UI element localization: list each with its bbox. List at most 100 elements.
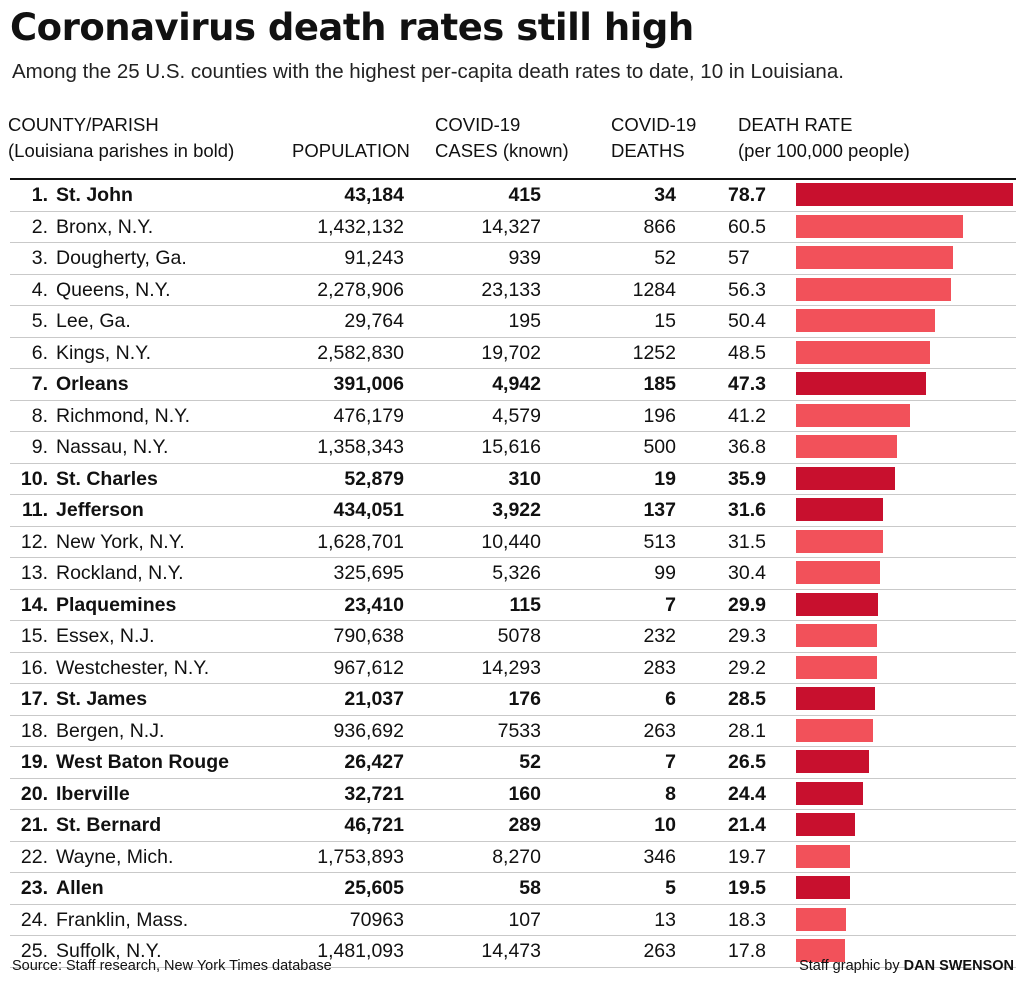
death-rate-label: 31.5	[728, 530, 766, 553]
rank-label: 8.	[31, 404, 48, 427]
rank-label: 16.	[20, 656, 48, 679]
deaths-cell: 10	[654, 814, 676, 836]
deaths-cell: 6	[665, 688, 676, 710]
credit-prefix: Staff graphic by	[799, 958, 904, 974]
rank-label: 5.	[31, 310, 48, 332]
rank-label: 7.	[31, 373, 48, 395]
table-row: 19. West Baton Rouge 26,427 52 7 26.5	[10, 747, 1016, 779]
table-row: 25. Suffolk, N.Y. 1,481,093 14,473 263 17.8	[10, 936, 1016, 968]
table-row: 10. St. Charles 52,879 310 19 35.9	[10, 464, 1016, 495]
county-cell: 2. Bronx, N.Y.	[18, 216, 153, 239]
population-cell: 91,243	[344, 247, 404, 269]
death-rate-table: 1. St. John 43,184 415 34 78.7 2. Bronx, N.Y. 1,…	[10, 178, 1016, 968]
county-name: Westchester, N.Y.	[56, 656, 210, 679]
cases-cell: 14,473	[481, 940, 541, 962]
deaths-cell: 1284	[632, 278, 676, 301]
population-cell: 967,612	[333, 656, 405, 679]
death-rate-label: 26.5	[728, 751, 766, 773]
cases-cell: 14,327	[481, 215, 541, 238]
deaths-cell: 500	[643, 436, 676, 458]
death-rate-bar	[796, 781, 863, 805]
death-rate-label: 31.6	[728, 499, 766, 521]
death-rate-label: 78.7	[728, 184, 766, 206]
cases-cell: 14,293	[481, 656, 541, 679]
county-cell: 9. Nassau, N.Y.	[18, 436, 169, 459]
county-cell: 19. West Baton Rouge	[18, 751, 229, 774]
death-rate-bar	[796, 214, 963, 238]
death-rate-label: 30.4	[728, 562, 766, 584]
cases-cell: 15,616	[481, 436, 541, 458]
table-row: 13. Rockland, N.Y. 325,695 5,326 99 30.4	[10, 558, 1016, 590]
table-row: 4. Queens, N.Y. 2,278,906 23,133 1284 56.3	[10, 275, 1016, 306]
death-rate-label: 19.7	[728, 845, 766, 868]
deaths-cell: 5	[665, 877, 676, 899]
death-rate-bar	[796, 655, 877, 679]
cases-cell: 5078	[497, 625, 541, 647]
population-cell: 25,605	[344, 877, 404, 899]
deaths-cell: 513	[643, 530, 676, 553]
population-cell: 434,051	[333, 499, 405, 521]
rank-label: 4.	[31, 278, 48, 301]
rank-label: 19.	[20, 751, 48, 773]
county-cell: 18. Bergen, N.J.	[18, 720, 165, 743]
population-cell: 2,278,906	[317, 278, 404, 301]
county-name: Wayne, Mich.	[56, 845, 174, 868]
table-row: 16. Westchester, N.Y. 967,612 14,293 283 29.2	[10, 653, 1016, 684]
population-cell: 1,432,132	[317, 215, 404, 238]
cases-cell: 115	[509, 593, 541, 616]
rank-label: 24.	[20, 908, 48, 931]
header-population: POPULATION	[292, 140, 410, 161]
deaths-cell: 1252	[632, 341, 676, 364]
cases-cell: 10,440	[481, 530, 541, 553]
population-cell: 391,006	[333, 373, 405, 395]
county-cell: 3. Dougherty, Ga.	[18, 247, 187, 270]
table-row: 3. Dougherty, Ga. 91,243 939 52 57	[10, 243, 1016, 275]
rank-label: 3.	[31, 247, 48, 269]
county-name: New York, N.Y.	[56, 530, 185, 553]
county-cell: 24. Franklin, Mass.	[18, 909, 188, 932]
header-cases: COVID-19 CASES (known)	[435, 114, 569, 161]
cases-cell: 415	[508, 184, 541, 206]
population-cell: 936,692	[333, 719, 405, 742]
table-row: 18. Bergen, N.J. 936,692 7533 263 28.1	[10, 716, 1016, 747]
rank-label: 12.	[20, 530, 48, 553]
cases-cell: 176	[508, 688, 541, 710]
county-name: Queens, N.Y.	[56, 278, 171, 301]
header-deaths: COVID-19 DEATHS	[611, 114, 697, 161]
county-cell: 8. Richmond, N.Y.	[18, 405, 190, 428]
county-name: St. John	[56, 184, 133, 206]
cases-cell: 310	[508, 467, 541, 490]
cases-cell: 7533	[497, 719, 541, 742]
table-row: 7. Orleans 391,006 4,942 185 47.3	[10, 369, 1016, 401]
population-cell: 23,410	[344, 593, 404, 616]
county-name: Richmond, N.Y.	[56, 404, 191, 427]
population-cell: 476,179	[333, 404, 405, 427]
rank-label: 20.	[20, 782, 48, 805]
county-name: Suffolk, N.Y.	[56, 940, 162, 962]
population-cell: 325,695	[333, 562, 405, 584]
death-rate-bar	[796, 183, 1013, 206]
death-rate-bar	[796, 277, 951, 301]
deaths-cell: 346	[643, 845, 676, 868]
county-cell: 11. Jefferson	[18, 499, 144, 522]
death-rate-bar	[796, 907, 846, 931]
population-cell: 43,184	[344, 184, 404, 206]
county-name: Bronx, N.Y.	[56, 215, 154, 238]
table-row: 22. Wayne, Mich. 1,753,893 8,270 346 19.7	[10, 842, 1016, 873]
rank-label: 15.	[20, 625, 48, 647]
graphic-credit: Staff graphic by DAN SWENSON	[799, 958, 1014, 974]
county-cell: 14. Plaquemines	[18, 594, 176, 617]
county-cell: 1. St. John	[18, 184, 133, 207]
population-cell: 70963	[349, 908, 404, 931]
population-cell: 790,638	[333, 625, 405, 647]
death-rate-bar	[796, 246, 953, 269]
county-name: West Baton Rouge	[56, 751, 229, 773]
death-rate-bar	[796, 466, 895, 490]
header-county: COUNTY/PARISH (Louisiana parishes in bol…	[8, 114, 235, 161]
table-row: 14. Plaquemines 23,410 115 7 29.9	[10, 590, 1016, 621]
population-cell: 21,037	[344, 688, 404, 710]
death-rate-bar	[796, 529, 883, 553]
death-rate-label: 18.3	[728, 908, 766, 931]
deaths-cell: 263	[643, 940, 676, 962]
cases-cell: 289	[508, 814, 541, 836]
